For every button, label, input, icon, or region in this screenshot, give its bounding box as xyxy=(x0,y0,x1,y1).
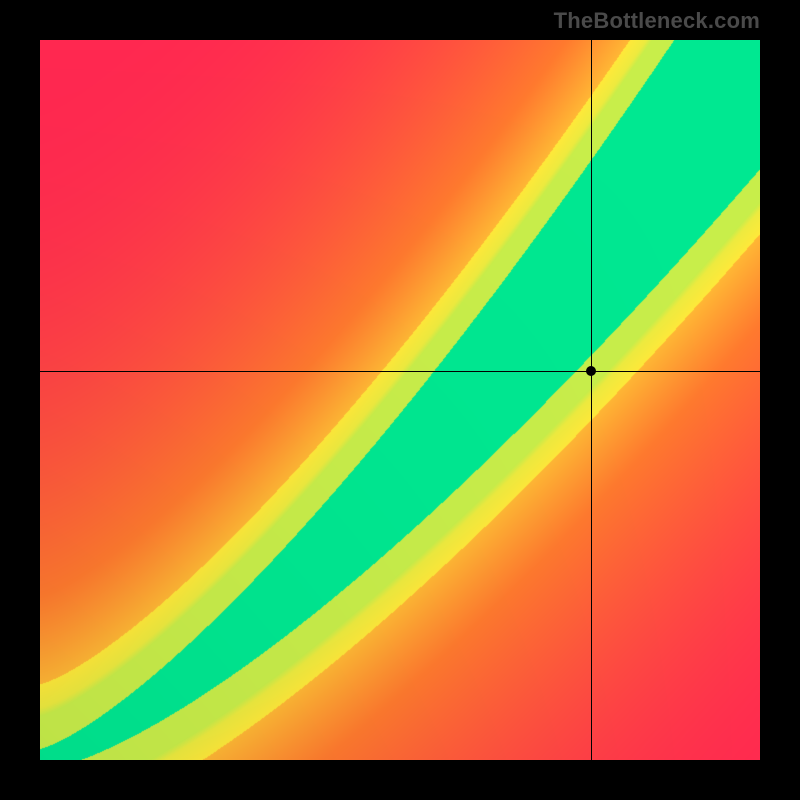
crosshair-horizontal xyxy=(40,371,760,372)
crosshair-vertical xyxy=(591,40,592,760)
chart-area xyxy=(40,40,760,760)
bottleneck-heatmap xyxy=(40,40,760,760)
watermark-text: TheBottleneck.com xyxy=(554,8,760,34)
crosshair-marker xyxy=(586,366,596,376)
chart-container: TheBottleneck.com xyxy=(0,0,800,800)
